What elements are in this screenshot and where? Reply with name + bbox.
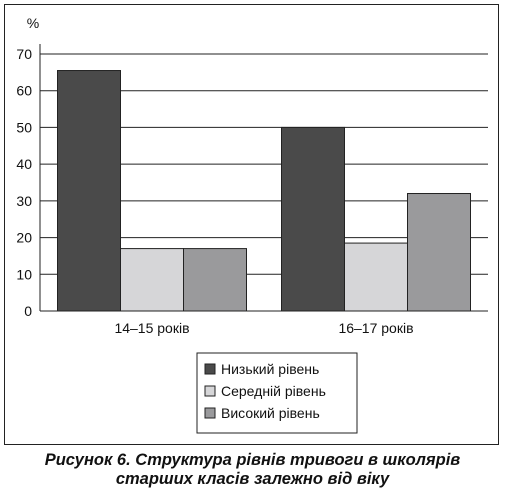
y-tick-label: 60: [16, 83, 32, 99]
y-tick-label: 40: [16, 156, 32, 172]
legend-swatch: [204, 385, 216, 397]
caption-line-2: старших класів залежно від віку: [115, 470, 390, 488]
legend: Низький рівень Середній рівень Високий рів…: [196, 352, 358, 434]
bar-chart: % 0 10 20 30 40 50 60 70 14–15 років 16–17 років…: [16, 15, 488, 434]
y-tick-label: 30: [16, 193, 32, 209]
bar: [281, 126, 345, 312]
bar: [407, 193, 471, 312]
legend-swatch: [204, 407, 216, 419]
y-tick-label: 10: [16, 266, 32, 282]
bar: [120, 248, 184, 312]
y-tick-label: 0: [24, 303, 32, 319]
legend-label: Середній рівень: [221, 383, 326, 399]
caption-line-1: Рисунок 6. Структура рівнів тривоги в шк…: [44, 451, 461, 469]
y-tick-label: 70: [16, 46, 32, 62]
y-axis-label: %: [27, 15, 39, 31]
x-tick-labels: 14–15 років 16–17 років: [114, 320, 413, 336]
legend-box: [196, 352, 358, 434]
bars: [57, 70, 471, 312]
bar: [57, 70, 121, 312]
figure-caption: Рисунок 6. Структура рівнів тривоги в шк…: [0, 451, 505, 489]
x-tick-label: 16–17 років: [338, 320, 413, 336]
legend-label: Низький рівень: [221, 361, 319, 377]
legend-swatch: [204, 363, 216, 375]
x-tick-label: 14–15 років: [114, 320, 189, 336]
y-tick-label: 20: [16, 230, 32, 246]
chart-frame: [4, 4, 499, 445]
y-tick-label: 50: [16, 119, 32, 135]
y-tick-labels: 0 10 20 30 40 50 60 70: [16, 46, 32, 319]
bar: [183, 248, 247, 312]
bar: [344, 242, 408, 312]
legend-label: Високий рівень: [221, 405, 320, 421]
axes: %: [27, 15, 488, 312]
